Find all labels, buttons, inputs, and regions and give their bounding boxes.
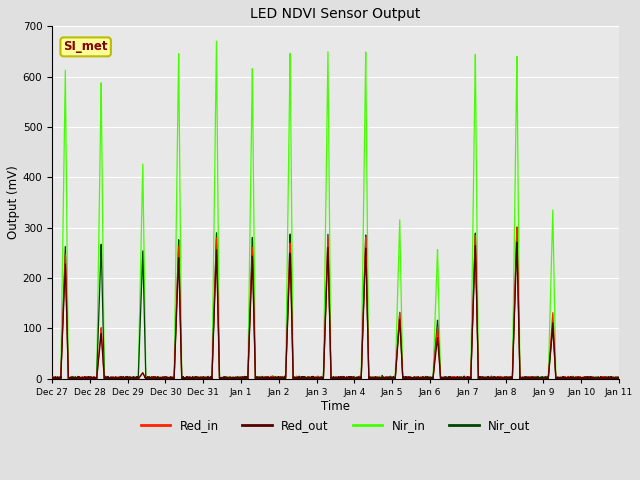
- Nir_out: [408, 375, 416, 381]
- Legend: Red_in, Red_out, Nir_in, Nir_out: Red_in, Red_out, Nir_in, Nir_out: [136, 414, 535, 436]
- Red_out: [468, 331, 476, 337]
- Red_in: [48, 374, 56, 380]
- Nir_out: [383, 375, 391, 381]
- Title: LED NDVI Sensor Output: LED NDVI Sensor Output: [250, 7, 420, 21]
- Text: SI_met: SI_met: [63, 40, 108, 53]
- Nir_out: [513, 224, 521, 230]
- Nir_in: [384, 375, 392, 381]
- Red_out: [513, 240, 521, 245]
- Nir_out: [459, 376, 467, 382]
- Nir_out: [499, 376, 506, 382]
- Line: Red_in: Red_in: [52, 227, 619, 379]
- Nir_in: [408, 376, 416, 382]
- Line: Red_out: Red_out: [52, 242, 619, 379]
- Nir_in: [499, 375, 506, 381]
- Line: Nir_out: Nir_out: [52, 227, 619, 379]
- Red_in: [365, 376, 373, 382]
- Red_out: [383, 375, 391, 381]
- Red_out: [408, 375, 416, 381]
- Nir_in: [468, 256, 476, 262]
- Nir_in: [615, 375, 623, 381]
- Red_in: [384, 375, 392, 381]
- Nir_out: [48, 376, 56, 382]
- Red_in: [615, 376, 623, 382]
- Red_in: [77, 375, 84, 381]
- Nir_in: [48, 374, 56, 380]
- Red_in: [468, 325, 476, 331]
- Nir_in: [77, 376, 84, 382]
- Red_in: [408, 375, 416, 381]
- Red_out: [253, 376, 261, 382]
- Nir_out: [253, 375, 261, 381]
- Red_out: [77, 376, 84, 382]
- Red_out: [615, 376, 623, 382]
- Nir_in: [332, 376, 339, 382]
- Nir_out: [468, 324, 476, 330]
- X-axis label: Time: Time: [321, 400, 350, 413]
- Y-axis label: Output (mV): Output (mV): [7, 166, 20, 240]
- Red_in: [513, 224, 521, 230]
- Nir_out: [77, 376, 84, 382]
- Red_out: [499, 375, 506, 381]
- Line: Nir_in: Nir_in: [52, 41, 619, 379]
- Red_in: [499, 375, 506, 381]
- Nir_in: [253, 375, 261, 381]
- Nir_in: [212, 38, 220, 44]
- Nir_out: [615, 375, 623, 381]
- Red_out: [48, 375, 56, 381]
- Red_out: [502, 376, 510, 382]
- Red_in: [253, 375, 261, 381]
